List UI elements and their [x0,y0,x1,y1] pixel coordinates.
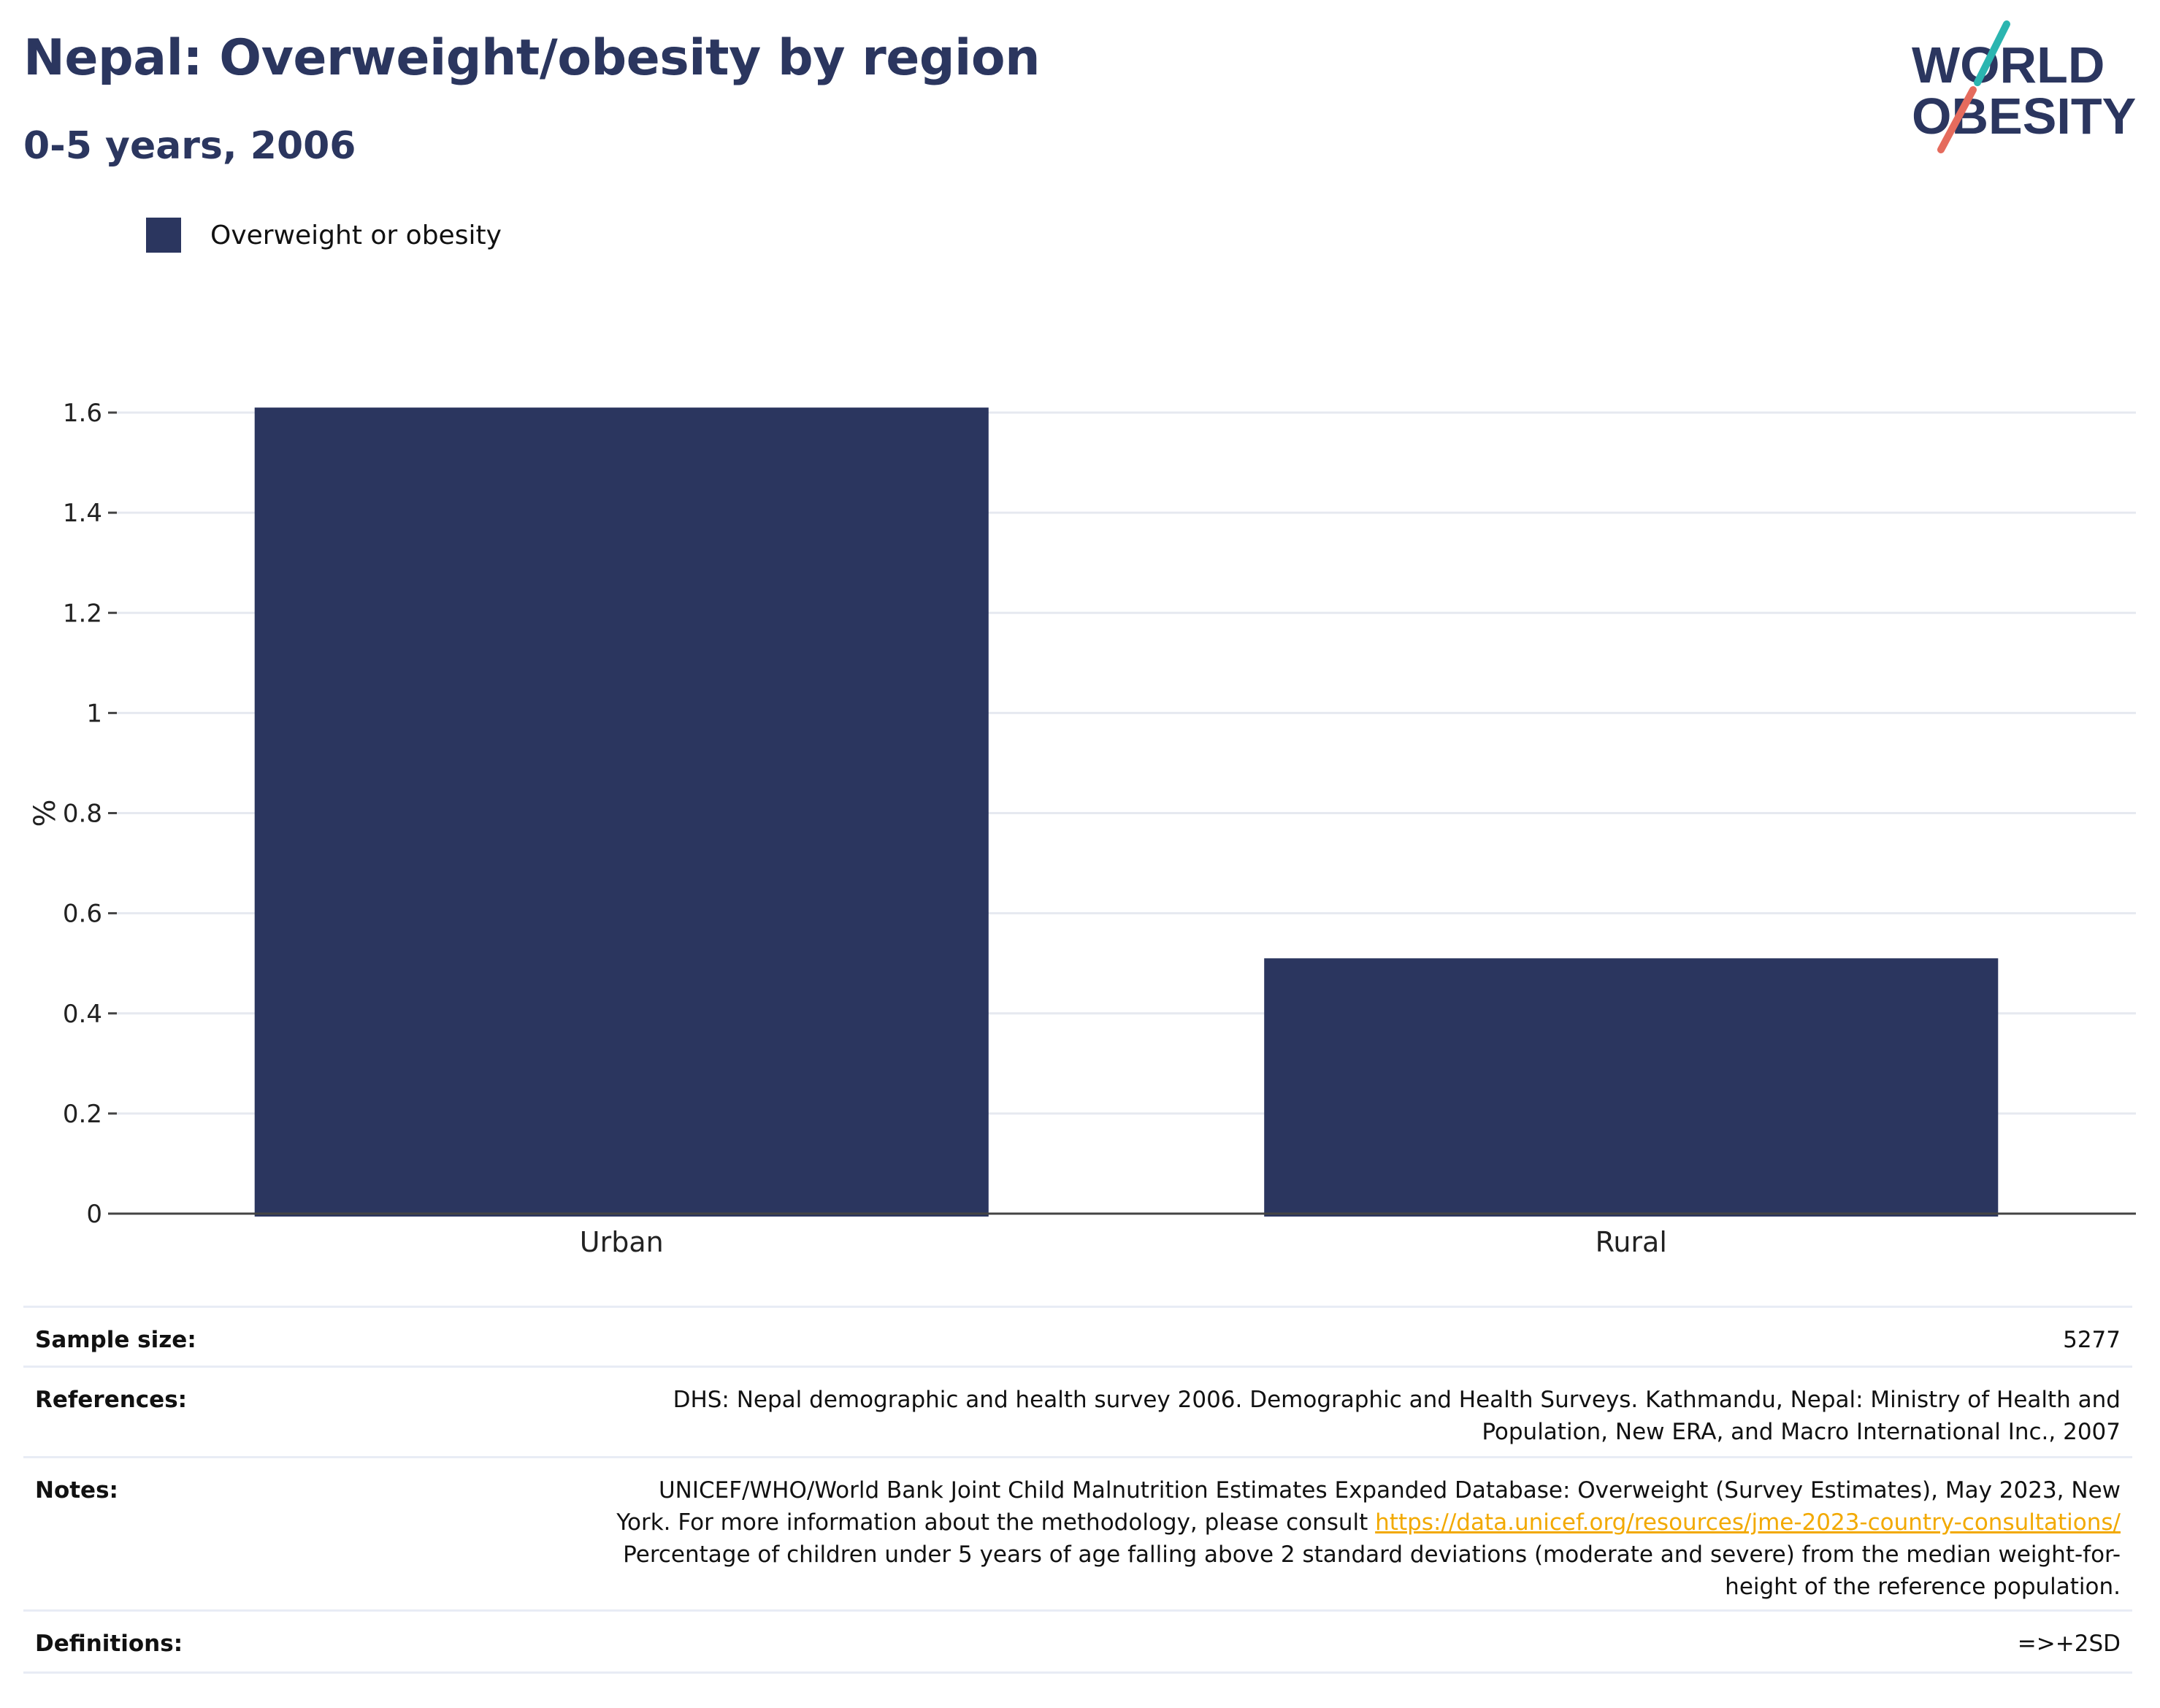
meta-row-references: References: DHS: Nepal demographic and h… [23,1366,2132,1458]
notes-line-2-text: York. For more information about the met… [616,1509,1375,1536]
definitions-label: Definitions: [35,1631,183,1657]
y-tick-label: 0.6 [63,900,102,929]
meta-row-definitions: Definitions: =>+2SD [23,1609,2132,1674]
y-tick-label: 1.4 [63,499,102,528]
references-line-2: Population, New ERA, and Macro Internati… [673,1416,2121,1448]
sample-size-value: 5277 [2063,1324,2121,1356]
references-line-1: DHS: Nepal demographic and health survey… [673,1384,2121,1416]
notes-value: UNICEF/WHO/World Bank Joint Child Malnut… [616,1474,2121,1603]
notes-line-1: UNICEF/WHO/World Bank Joint Child Malnut… [616,1474,2121,1506]
y-tick-label: 0.8 [63,800,102,829]
y-axis-label: % [28,799,62,827]
notes-label: Notes: [35,1477,118,1504]
x-tick-label: Rural [1596,1226,1667,1258]
methodology-link[interactable]: https://data.unicef.org/resources/jme-20… [1375,1509,2121,1536]
meta-row-notes: Notes: UNICEF/WHO/World Bank Joint Child… [23,1456,2132,1612]
y-tick-label: 0 [86,1200,102,1229]
references-value: DHS: Nepal demographic and health survey… [673,1384,2121,1448]
notes-line-2: York. For more information about the met… [616,1506,2121,1539]
notes-line-4: height of the reference population. [616,1571,2121,1603]
definitions-value: =>+2SD [2018,1628,2121,1660]
meta-row-sample-size: Sample size: 5277 [23,1306,2132,1368]
y-tick-label: 1.6 [63,399,102,428]
bar-urban [255,407,989,1217]
bar-rural [1264,958,1998,1217]
y-tick-label: 1 [86,699,102,728]
x-tick-label: Urban [580,1226,664,1258]
y-tick-label: 1.2 [63,599,102,628]
bar-chart: 0 0.2 0.4 0.6 0.8 1 1.2 1.4 1.6 Urban Rural% [0,0,2160,1285]
sample-size-label: Sample size: [35,1327,196,1353]
notes-line-3: Percentage of children under 5 years of … [616,1539,2121,1571]
y-tick-label: 0.4 [63,1000,102,1029]
references-label: References: [35,1387,187,1413]
y-tick-label: 0.2 [63,1100,102,1129]
